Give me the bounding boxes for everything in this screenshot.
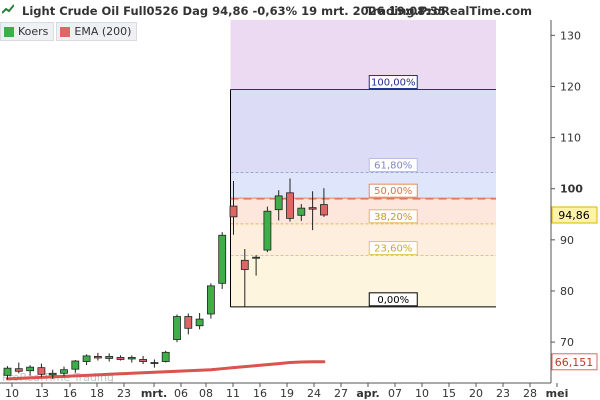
y-tick-label: 120 (560, 80, 581, 93)
candle-body[interactable] (3, 367, 12, 376)
candle-body[interactable] (286, 192, 294, 219)
x-tick-label: 23 (496, 387, 510, 400)
fib-label-box (368, 183, 418, 198)
candle-body[interactable] (173, 316, 181, 340)
last-price-label: 94,86 (558, 209, 590, 222)
x-tick-label: 18 (90, 387, 104, 400)
candle-body[interactable] (48, 372, 57, 376)
candle-body[interactable] (161, 351, 170, 362)
y-tick-label: 100 (560, 183, 583, 196)
y-tick-label: 90 (560, 234, 574, 247)
candle-body[interactable] (206, 285, 215, 315)
fib-label-box (368, 209, 418, 224)
x-tick-label: 06 (174, 387, 188, 400)
candle-body[interactable] (184, 316, 193, 329)
x-tick-label: 08 (199, 387, 213, 400)
candle-body[interactable] (252, 256, 261, 259)
axes: 70 80 90 100 110 120 130 10 13 16 18 23 mrt. 06 08 11 16… (0, 20, 598, 400)
x-tick-label: 28 (523, 387, 537, 400)
fib-zone (230, 198, 496, 224)
fib-label-box (368, 292, 418, 307)
candle-body[interactable] (94, 356, 102, 359)
x-tick-label: 23 (117, 387, 131, 400)
fib-level-label: 100,00% (371, 78, 416, 89)
y-tick-label: 70 (560, 336, 574, 349)
y-tick-label: 110 (560, 132, 581, 145)
x-tick-label: 13 (35, 387, 49, 400)
x-tick-label: 16 (63, 387, 77, 400)
x-tick-label: 24 (307, 387, 321, 400)
candle-body[interactable] (308, 207, 317, 210)
candle-body[interactable] (116, 357, 125, 360)
legend-item-price[interactable]: Koers (0, 22, 55, 41)
candle-body[interactable] (319, 204, 328, 216)
x-tick-label: 10 (415, 387, 429, 400)
legend-label-ema: EMA (200) (74, 25, 132, 38)
source-label: Trading.ProRealTime.com (366, 4, 532, 18)
x-tick-label: 19 (280, 387, 294, 400)
ema-layer (6, 360, 326, 381)
fib-zone-top (230, 20, 496, 90)
legend: Koers EMA (200) (0, 22, 138, 41)
x-tick-label: 10 (5, 387, 19, 400)
x-tick-label: 16 (253, 387, 267, 400)
fib-label-box (368, 158, 418, 173)
x-tick-label: mei (546, 387, 569, 400)
x-tick-label: 27 (334, 387, 348, 400)
legend-item-ema[interactable]: EMA (200) (56, 22, 138, 41)
candle-body[interactable] (26, 366, 35, 372)
x-tick-label: 11 (226, 387, 240, 400)
candle-body[interactable] (229, 205, 238, 218)
candle-body[interactable] (218, 234, 227, 284)
fib-zone (230, 172, 496, 199)
fib-label-box (368, 241, 418, 256)
fib-zone (230, 89, 496, 173)
candle-body[interactable] (195, 318, 204, 327)
y-tick-label: 80 (560, 285, 574, 298)
candle-body[interactable] (71, 360, 80, 370)
legend-label-price: Koers (18, 25, 49, 38)
candle-body[interactable] (240, 259, 249, 270)
fib-level-label: 38,20% (374, 212, 412, 223)
candle-body[interactable] (105, 356, 114, 359)
y-tick-label: 130 (560, 29, 581, 42)
x-tick-label: mrt. (141, 387, 167, 400)
instrument-title: Light Crude Oil Full0526 Dag 94,86 -0,63… (22, 4, 446, 18)
candle-body[interactable] (139, 359, 148, 362)
x-tick-label: apr. (356, 387, 379, 400)
title-bar: Light Crude Oil Full0526 Dag 94,86 -0,63… (0, 0, 600, 20)
x-tick-label: 07 (388, 387, 402, 400)
x-tick-label: 15 (442, 387, 456, 400)
candles-layer (3, 178, 328, 380)
fib-label-box (368, 75, 418, 90)
x-tick-label: 20 (469, 387, 483, 400)
trend-icon (2, 4, 14, 14)
ema-line (6, 360, 326, 381)
ema-value-label: 66,151 (555, 356, 594, 369)
price-swatch-icon (4, 26, 14, 37)
candle-body[interactable] (263, 210, 272, 251)
candle-body[interactable] (274, 195, 283, 211)
fib-level-label: 23,60% (374, 244, 412, 255)
fibonacci-labels: 100,00% 61,80% 50,00% 38,20% 23,60% 0,00% (368, 75, 418, 307)
candle-body[interactable] (37, 367, 46, 375)
fib-level-label: 0,00% (377, 295, 409, 306)
candle-body[interactable] (297, 207, 306, 216)
ema-swatch-icon (60, 26, 71, 37)
candle-body[interactable] (150, 362, 159, 364)
last-price-marker (551, 206, 598, 224)
fib-zone (230, 255, 496, 307)
candle-body[interactable] (14, 368, 23, 372)
fib-zone (230, 223, 496, 256)
fib-level-label: 61,80% (374, 161, 412, 172)
candle-body[interactable] (82, 355, 91, 362)
fib-level-label: 50,00% (374, 186, 412, 197)
candle-body[interactable] (60, 369, 68, 374)
ema-value-marker (551, 353, 598, 371)
candle-body[interactable] (127, 357, 136, 360)
fibonacci-zones (230, 20, 496, 308)
